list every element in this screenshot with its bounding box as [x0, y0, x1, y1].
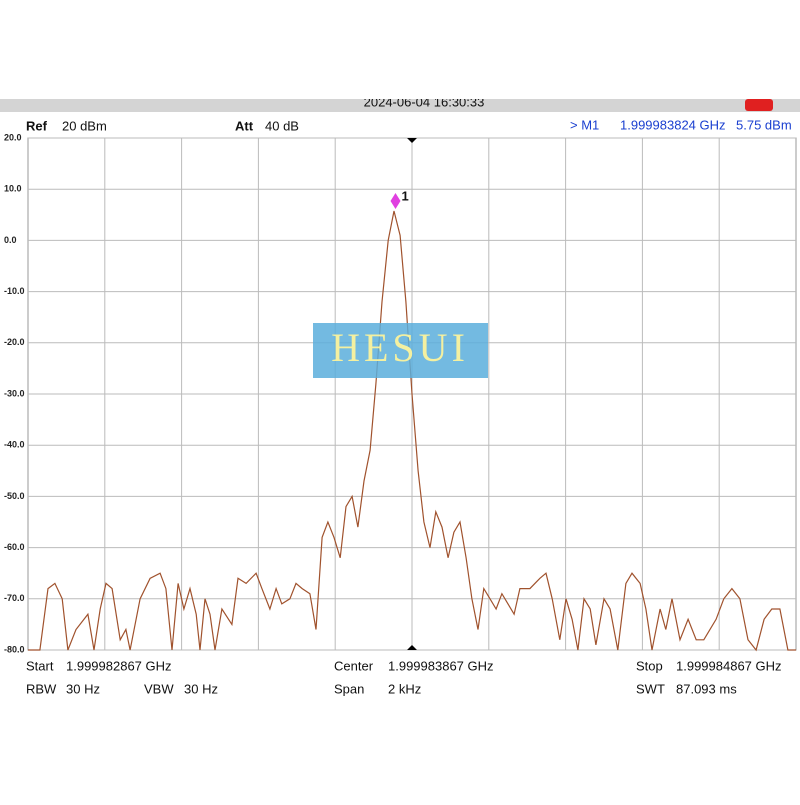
y-tick-label: -30.0 — [4, 388, 25, 398]
center-value: 1.999983867 GHz — [388, 658, 494, 673]
ref-value: 20 dBm — [62, 118, 107, 133]
watermark-box — [313, 323, 488, 378]
status-bar — [0, 99, 800, 112]
vbw-label: VBW — [144, 681, 174, 696]
marker-frequency: 1.999983824 GHz — [620, 117, 726, 132]
y-tick-label: -60.0 — [4, 542, 25, 552]
center-indicator — [407, 138, 417, 143]
status-icon — [745, 99, 773, 111]
marker-label: > M1 — [570, 117, 599, 132]
watermark: HESUI — [331, 325, 469, 370]
ref-label: Ref — [26, 118, 48, 133]
timestamp: 2024-06-04 16:30:33 — [364, 94, 485, 109]
marker-level: 5.75 dBm — [736, 117, 792, 132]
marker-number: 1 — [401, 188, 408, 203]
marker — [390, 192, 401, 209]
y-tick-label: 0.0 — [4, 235, 17, 245]
stop-value: 1.999984867 GHz — [676, 658, 782, 673]
att-label: Att — [235, 118, 254, 133]
swt-label: SWT — [636, 681, 665, 696]
swt-value: 87.093 ms — [676, 681, 737, 696]
vbw-value: 30 Hz — [184, 681, 218, 696]
span-label: Span — [334, 681, 364, 696]
y-tick-label: -70.0 — [4, 593, 25, 603]
center-indicator — [407, 645, 417, 650]
start-value: 1.999982867 GHz — [66, 658, 172, 673]
start-label: Start — [26, 658, 54, 673]
y-tick-label: -80.0 — [4, 644, 25, 654]
trace — [28, 210, 796, 652]
y-tick-label: -50.0 — [4, 491, 25, 501]
plot-area: 20.0 10.0 0.0 -10.0 -20.0 -30.0 -40.0 -50.0 -60.… — [4, 132, 797, 654]
y-tick-label: -40.0 — [4, 440, 25, 450]
rbw-label: RBW — [26, 681, 57, 696]
span-value: 2 kHz — [388, 681, 421, 696]
rbw-value: 30 Hz — [66, 681, 100, 696]
y-tick-label: 20.0 — [4, 132, 22, 142]
stop-label: Stop — [636, 658, 663, 673]
y-tick-label: -10.0 — [4, 286, 25, 296]
y-tick-label: -20.0 — [4, 337, 25, 347]
att-value: 40 dB — [265, 118, 299, 133]
y-tick-label: 10.0 — [4, 184, 22, 194]
center-label: Center — [334, 658, 374, 673]
